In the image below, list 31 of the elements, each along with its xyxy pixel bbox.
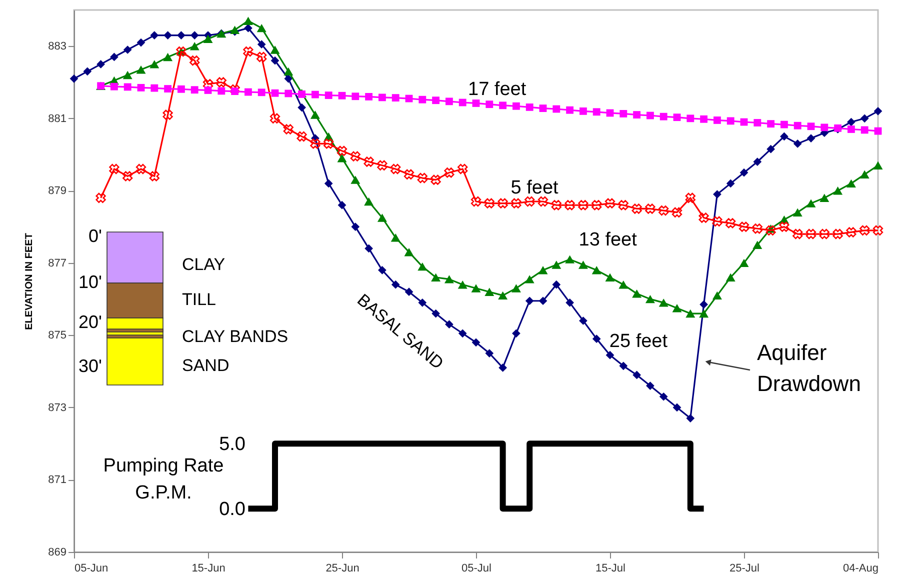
series-label: 17 feet (468, 79, 527, 100)
annotation: 30' (78, 356, 102, 376)
y2-tick-label: 5.0 (219, 434, 246, 456)
x-tick-label: 15-Jun (192, 562, 226, 574)
x-tick-label: 15-Jul (596, 562, 626, 574)
annotation: SAND (182, 356, 230, 375)
series-label: 25 feet (609, 330, 668, 352)
y-tick-label: 877 (48, 257, 66, 270)
annotation: CLAY (182, 255, 226, 274)
x-tick-label: 05-Jun (74, 562, 108, 574)
y2-tick-label: 0.0 (219, 499, 246, 520)
x-tick-label: 05-Jul (462, 562, 492, 574)
y-tick-label: 879 (48, 185, 66, 198)
x-tick-label: 25-Jun (326, 562, 360, 574)
annotation: Aquifer Drawdown (757, 340, 861, 396)
y-tick-label: 875 (48, 330, 66, 342)
y-tick-label: 869 (48, 546, 66, 558)
y-tick-label: 881 (48, 112, 66, 125)
y-tick-label: 883 (48, 40, 66, 53)
annotation: 20' (78, 312, 102, 332)
y-axis-title: ELEVATION IN FEET (24, 233, 36, 330)
annotation: CLAY BANDS (182, 327, 288, 346)
series-label: 5 feet (510, 177, 560, 198)
x-tick-label: 25-Jul (730, 562, 760, 574)
annotation: 0' (88, 226, 102, 246)
x-tick-label: 04-Aug (843, 562, 878, 574)
series-label: 13 feet (578, 229, 638, 250)
y-tick-label: 871 (48, 474, 66, 486)
y-tick-label: 873 (48, 402, 66, 414)
annotation: TILL (182, 290, 216, 309)
annotation: 10' (78, 272, 102, 292)
